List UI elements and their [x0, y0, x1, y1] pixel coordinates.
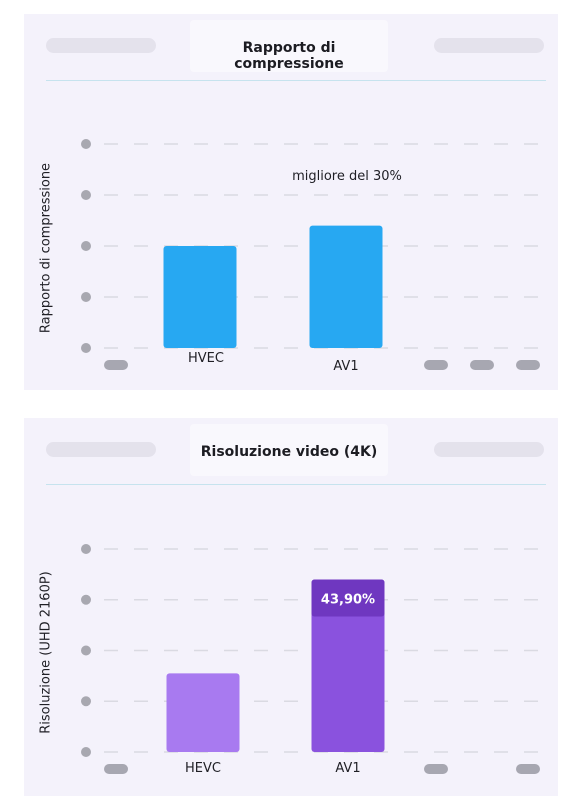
- resolution-chart: 43,90% HEVC AV1 Risoluzione (UHD 2160P): [39, 544, 546, 776]
- chart-title-box: Risoluzione video (4K): [190, 424, 388, 476]
- placeholder-pill: [46, 38, 156, 53]
- chart-title: Rapporto di compressione: [234, 40, 344, 72]
- chart-annotation: migliore del 30%: [292, 169, 402, 184]
- y-tick-dot: [81, 139, 91, 149]
- bar-av1: [311, 579, 385, 752]
- y-tick-dot: [81, 190, 91, 200]
- bar-hvec: [163, 246, 237, 348]
- bar-value-label: 43,90%: [321, 592, 375, 607]
- bar-hevc: [166, 673, 240, 752]
- y-tick-dot: [81, 594, 91, 605]
- y-tick-dot: [81, 645, 91, 656]
- y-tick-dot: [81, 292, 91, 302]
- chart-title-box: Rapporto di compressione: [190, 20, 388, 72]
- bar-av1: [309, 225, 383, 348]
- placeholder-pill: [46, 442, 156, 457]
- x-tick-label: HEVC: [185, 761, 221, 776]
- divider: [46, 484, 546, 485]
- y-tick-dot: [81, 747, 91, 757]
- chart-panel-compression: Rapporto di compressione HVEC AV1 Rapporto…: [24, 14, 558, 390]
- y-tick-dot: [81, 696, 91, 707]
- y-axis-label: Risoluzione (UHD 2160P): [39, 571, 54, 733]
- y-tick-dot: [81, 241, 91, 251]
- x-axis-pill: [104, 764, 128, 774]
- bar-value-cap: [311, 579, 385, 617]
- chart-panel-resolution: Risoluzione video (4K) 43,90% HEVC AV1 Riso…: [24, 418, 558, 796]
- x-axis-pill: [516, 764, 540, 774]
- placeholder-pill: [434, 442, 544, 457]
- divider: [46, 80, 546, 81]
- y-axis-label: Rapporto di compressione: [39, 163, 54, 333]
- y-tick-dot: [81, 544, 91, 554]
- x-axis-pill: [104, 360, 128, 370]
- compression-chart: HVEC AV1 Rapporto di compressione migliore …: [39, 139, 546, 374]
- x-tick-label: HVEC: [188, 351, 224, 366]
- x-tick-label: AV1: [333, 359, 358, 374]
- x-axis-pill: [470, 360, 494, 370]
- x-axis-pill: [424, 360, 448, 370]
- y-tick-dot: [81, 343, 91, 353]
- x-axis-pill: [424, 764, 448, 774]
- x-tick-label: AV1: [335, 761, 360, 776]
- placeholder-pill: [434, 38, 544, 53]
- chart-title: Risoluzione video (4K): [200, 444, 378, 460]
- x-axis-pill: [516, 360, 540, 370]
